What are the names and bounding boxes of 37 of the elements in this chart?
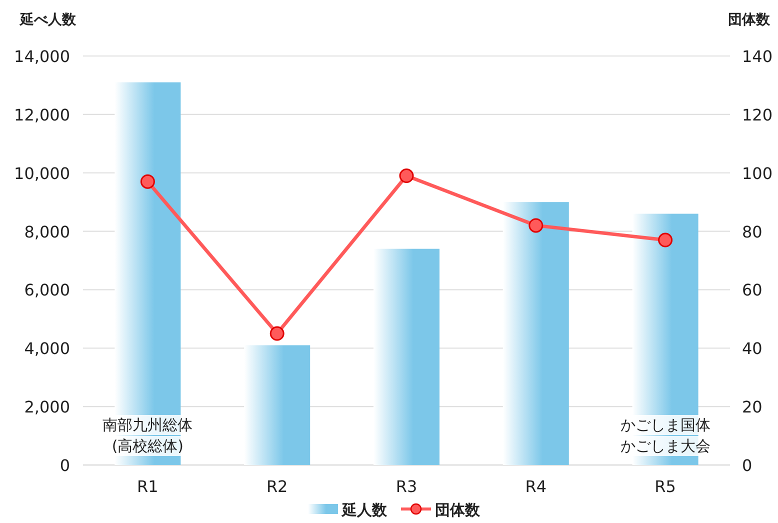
bar — [502, 202, 569, 465]
y2-tick-label: 120 — [742, 105, 773, 124]
y-tick-label: 10,000 — [14, 164, 70, 183]
y2-tick-label: 80 — [742, 222, 762, 242]
x-tick-label: R4 — [525, 477, 547, 496]
y2-tick-label: 100 — [742, 164, 773, 183]
point — [270, 326, 284, 341]
point — [140, 174, 155, 189]
annotation: (高校総体) — [112, 437, 184, 455]
y-tick-label: 0 — [60, 456, 70, 475]
y-tick-label: 4,000 — [24, 339, 70, 358]
y2-tick-label: 40 — [742, 339, 762, 358]
y-tick-label: 2,000 — [24, 398, 70, 417]
annotation: かごしま大会 — [620, 437, 710, 455]
point — [399, 168, 414, 184]
point — [658, 232, 673, 248]
y-tick-label: 12,000 — [14, 105, 70, 124]
annotation: かごしま国体 — [620, 416, 710, 434]
x-tick-label: R1 — [137, 477, 158, 496]
y-tick-label: 6,000 — [24, 280, 70, 300]
x-tick-label: R3 — [396, 477, 418, 496]
y2-tick-label: 20 — [742, 398, 762, 417]
legend-label: 団体数 — [435, 501, 481, 519]
y2-tick-label: 140 — [742, 47, 773, 66]
y2-tick-label: 0 — [742, 456, 752, 475]
y-tick-label: 14,000 — [14, 47, 70, 66]
bar — [244, 345, 310, 465]
bar — [374, 248, 440, 465]
y-axis-title: 延べ人数 — [19, 12, 77, 28]
annotation: 南部九州総体 — [102, 416, 193, 434]
x-tick-label: R5 — [654, 477, 676, 496]
y-tick-label: 8,000 — [24, 222, 70, 242]
legend-label: 延人数 — [341, 501, 388, 519]
y2-tick-label: 60 — [742, 280, 762, 300]
x-tick-label: R2 — [266, 477, 288, 496]
y2-axis-title: 団体数 — [728, 12, 771, 28]
point — [528, 218, 544, 233]
